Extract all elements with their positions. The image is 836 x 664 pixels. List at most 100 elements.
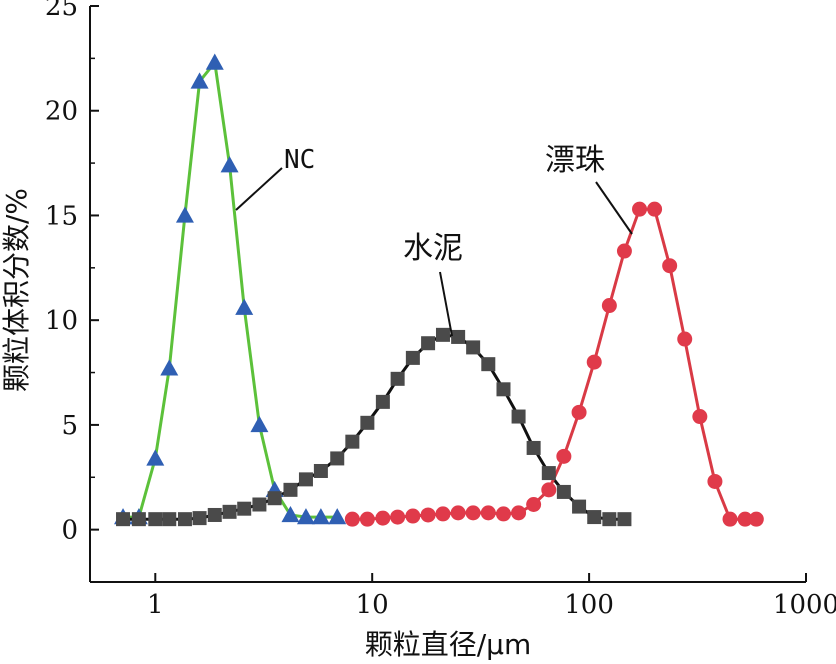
- series-lines: [123, 61, 757, 521]
- cement-point: [421, 336, 436, 351]
- cement-point: [252, 497, 267, 512]
- series-line-2: [352, 207, 757, 521]
- cement-point: [330, 451, 345, 466]
- floatbead-point: [480, 505, 496, 521]
- y-tick-label: 5: [61, 411, 78, 441]
- cement-point: [556, 484, 571, 499]
- y-axis-title: 颗粒体积分数/%: [0, 188, 33, 392]
- nc-point: [250, 415, 269, 433]
- nc-point: [328, 508, 347, 525]
- floatbead-point: [647, 201, 663, 217]
- floatbead-point: [748, 511, 764, 527]
- x-tick-label: 1: [147, 590, 164, 620]
- floatbead-point: [556, 448, 572, 464]
- cement-point: [207, 507, 222, 522]
- cement-point: [526, 440, 541, 455]
- cement-label: 水泥: [403, 231, 463, 266]
- cement-point: [390, 371, 405, 386]
- floatbead-point: [344, 511, 360, 527]
- floatbead-point: [692, 409, 708, 425]
- floatbead-point: [707, 473, 723, 489]
- floatbead-label: 漂珠: [545, 143, 605, 178]
- cement-point: [177, 512, 192, 527]
- cement-point: [298, 472, 313, 487]
- floatbead-point: [526, 497, 542, 513]
- x-tick-label: 1000: [773, 590, 836, 620]
- floatbead-point: [662, 258, 678, 274]
- floatbead-point: [571, 404, 587, 420]
- floatbead-point: [601, 298, 617, 314]
- nc-point: [146, 449, 165, 466]
- cement-point: [481, 357, 496, 372]
- floatbead-point: [375, 510, 391, 526]
- nc-point: [296, 508, 315, 525]
- floatbead-leader-line: [595, 181, 633, 235]
- cement-point: [496, 382, 511, 397]
- cement-point: [345, 434, 360, 449]
- y-tick-label: 0: [61, 516, 78, 546]
- floatbead-point: [465, 505, 481, 521]
- cement-point: [192, 511, 207, 526]
- nc-label: NC: [284, 145, 315, 175]
- floatbead-point: [495, 506, 511, 522]
- cement-point: [602, 512, 617, 527]
- cement-point: [360, 415, 375, 430]
- cement-point: [237, 501, 252, 516]
- x-tick-label: 100: [564, 590, 614, 620]
- floatbead-point: [541, 482, 557, 498]
- nc-leader-line: [235, 167, 283, 211]
- series-line-0: [123, 61, 338, 519]
- axis-ticks: 0 5 10 15 20 25 1 10 100 1000: [45, 0, 836, 620]
- cement-point: [617, 512, 632, 527]
- cement-point: [466, 340, 481, 355]
- series-line-1: [123, 333, 625, 521]
- floatbead-point: [511, 505, 527, 521]
- floatbead-point: [450, 505, 466, 521]
- floatbead-point: [722, 511, 738, 527]
- series-markers: [114, 53, 764, 527]
- nc-point: [160, 359, 179, 376]
- nc-point: [175, 206, 194, 223]
- cement-point: [572, 499, 587, 514]
- nc-point: [311, 508, 330, 525]
- cement-point: [267, 491, 282, 506]
- plot-frame: [89, 6, 806, 583]
- cement-point: [222, 504, 237, 519]
- cement-point: [451, 329, 466, 344]
- cement-point: [587, 510, 602, 525]
- cement-point: [405, 350, 420, 365]
- cement-leader-line: [439, 271, 453, 337]
- cement-point: [435, 327, 450, 342]
- floatbead-point: [632, 201, 648, 217]
- floatbead-point: [737, 511, 753, 527]
- nc-point: [235, 298, 254, 315]
- y-tick-label: 15: [45, 201, 78, 231]
- y-tick-label: 25: [45, 0, 78, 22]
- cement-point: [131, 512, 146, 527]
- y-tick-label: 10: [45, 306, 78, 336]
- cement-point: [541, 466, 556, 481]
- nc-point: [281, 505, 300, 523]
- floatbead-point: [405, 508, 421, 524]
- cement-point: [375, 394, 390, 409]
- cement-point: [162, 512, 177, 527]
- y-tick-label: 20: [45, 97, 78, 127]
- cement-point: [511, 409, 526, 424]
- cement-point: [116, 512, 131, 527]
- nc-point: [220, 156, 239, 173]
- nc-point: [205, 53, 224, 70]
- nc-point: [190, 72, 209, 89]
- annotations: NC 水泥 漂珠: [235, 143, 633, 337]
- floatbead-point: [586, 354, 602, 370]
- x-axis-title: 颗粒直径/μm: [365, 628, 532, 661]
- cement-point: [283, 482, 298, 497]
- floatbead-point: [616, 243, 632, 259]
- floatbead-point: [435, 506, 451, 522]
- cement-point: [148, 512, 163, 527]
- floatbead-point: [420, 507, 436, 523]
- floatbead-point: [359, 511, 375, 527]
- floatbead-point: [677, 331, 693, 347]
- cement-point: [313, 463, 328, 478]
- floatbead-point: [390, 509, 406, 525]
